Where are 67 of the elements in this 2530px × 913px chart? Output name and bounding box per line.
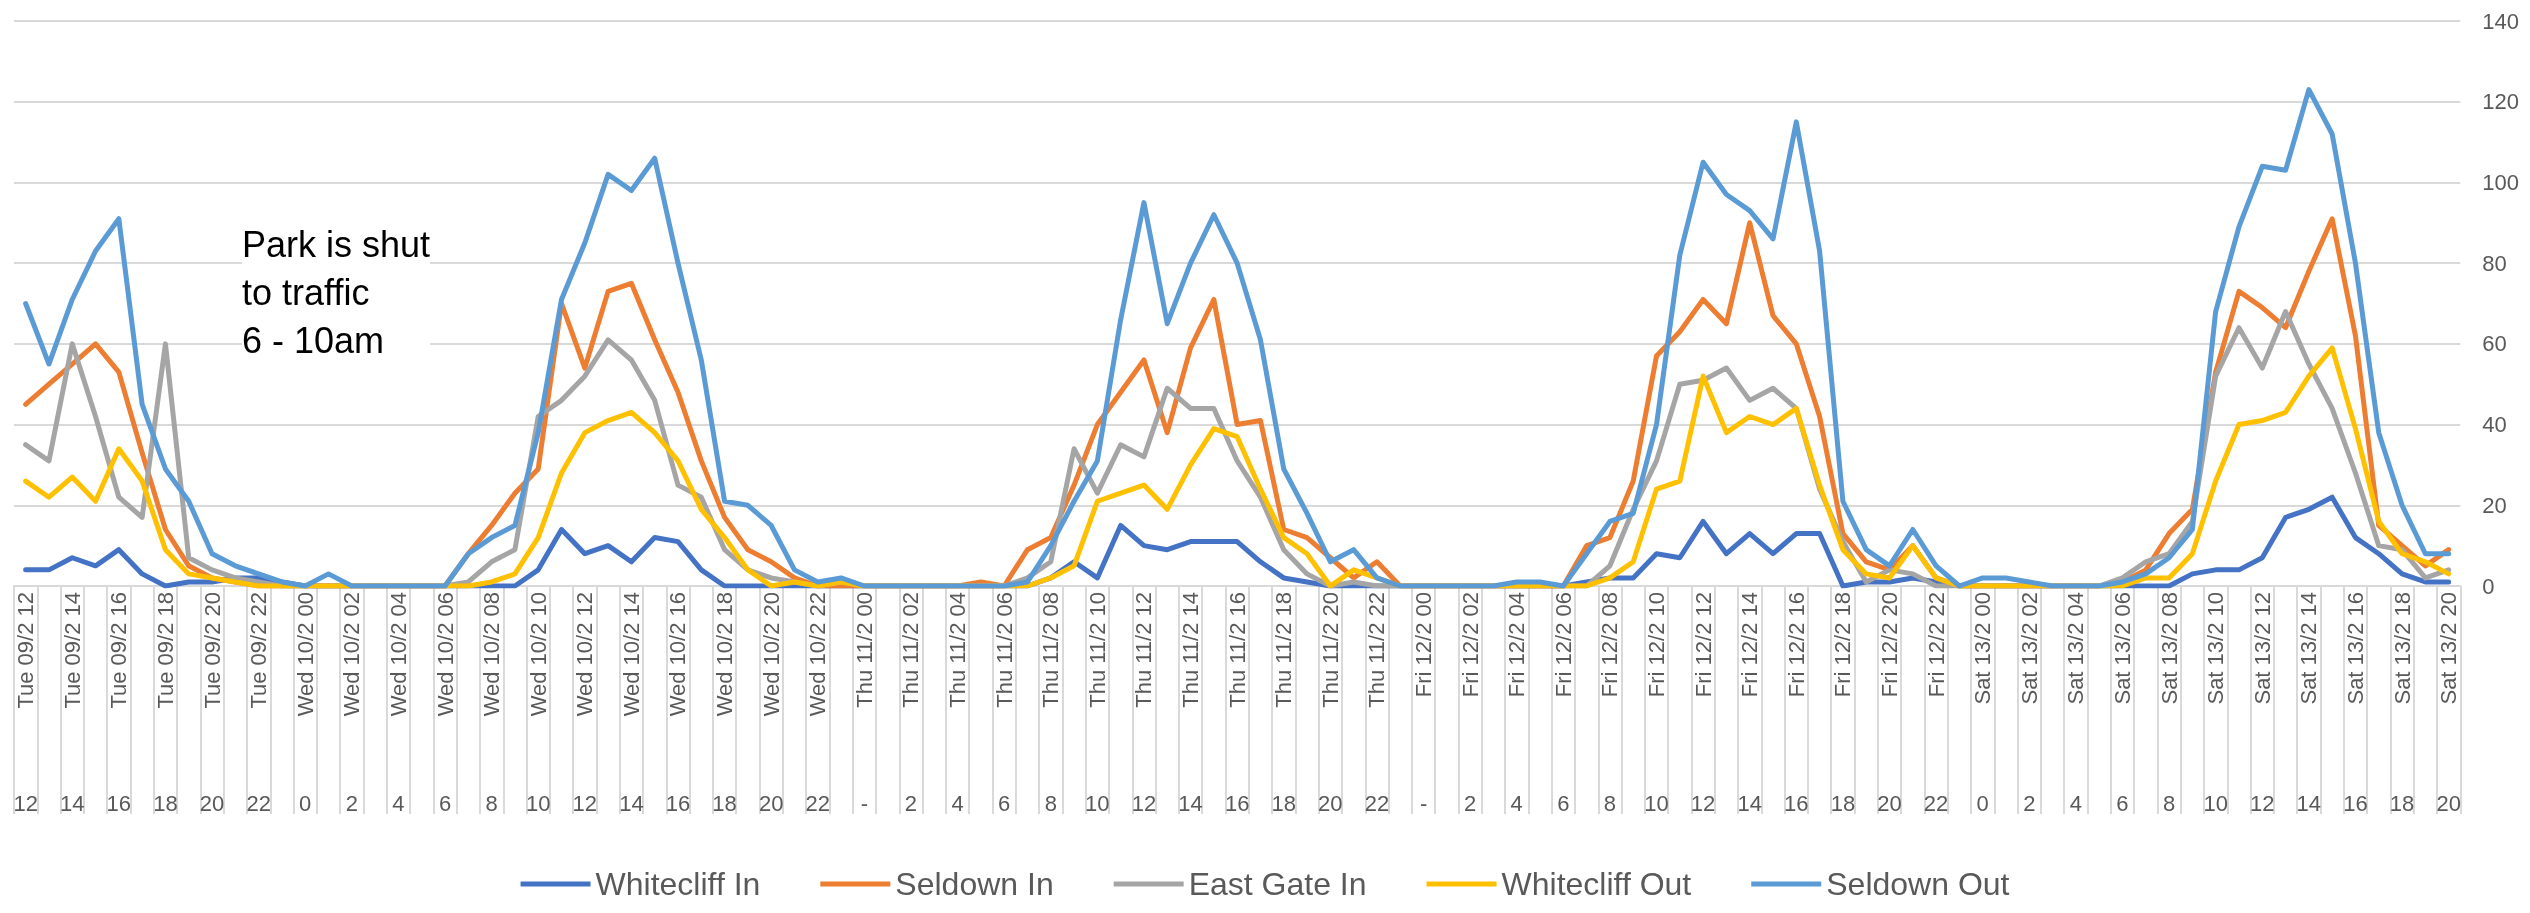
- category-label: Fri 12/2 06 6: [1550, 592, 1576, 816]
- category-label: Thu 11/2 20 20: [1317, 592, 1343, 816]
- category-label: Sat 13/2 08 8: [2156, 592, 2182, 816]
- category-label: Sat 13/2 02 2: [2016, 592, 2042, 816]
- category-label: Fri 12/2 22 22: [1923, 592, 1949, 816]
- y-tick-label: 60: [2482, 331, 2507, 357]
- legend-label: Whitecliff Out: [1501, 866, 1692, 902]
- y-tick-label: 100: [2482, 169, 2520, 195]
- legend-label: Whitecliff In: [595, 866, 761, 902]
- category-label: Fri 12/2 08 8: [1597, 592, 1623, 816]
- legend-label: East Gate In: [1188, 866, 1367, 902]
- category-label: Thu 11/2 04 4: [945, 592, 971, 816]
- category-label: Thu 11/2 18 18: [1271, 592, 1297, 816]
- annotation: Park is shut to traffic 6 - 10am: [242, 223, 431, 361]
- category-label: Sat 13/2 16 16: [2342, 592, 2368, 816]
- category-label: Wed 10/2 04 4: [385, 592, 411, 816]
- category-label: Tue 09/2 20 20: [199, 592, 225, 816]
- category-label: Wed 10/2 20 20: [758, 592, 784, 816]
- category-label: Wed 10/2 08 8: [479, 592, 505, 816]
- category-label: Thu 11/2 02 2: [898, 592, 924, 816]
- category-label: Sat 13/2 12 12: [2249, 592, 2275, 816]
- category-label: Fri 12/2 12 12: [1690, 592, 1716, 816]
- category-label: Thu 11/2 16 16: [1224, 592, 1250, 816]
- category-label: Fri 12/2 18 18: [1830, 592, 1856, 816]
- category-label: Fri 12/2 10 10: [1644, 592, 1670, 816]
- y-tick-label: 80: [2482, 250, 2507, 276]
- category-label: Tue 09/2 18 18: [152, 592, 178, 816]
- category-label: Sat 13/2 00 0: [1970, 592, 1996, 816]
- category-label: Sat 13/2 06 6: [2109, 592, 2135, 816]
- y-tick-label: 20: [2482, 492, 2507, 518]
- category-label: Wed 10/2 18 18: [712, 592, 738, 816]
- category-label: Sat 13/2 14 14: [2296, 592, 2322, 816]
- category-label: Wed 10/2 06 6: [432, 592, 458, 816]
- category-label: Sat 13/2 10 10: [2203, 592, 2229, 816]
- category-label: Thu 11/2 12 12: [1131, 592, 1157, 816]
- category-label: Thu 11/2 22 22: [1364, 592, 1390, 816]
- category-label: Wed 10/2 14 14: [618, 592, 644, 816]
- category-label: Thu 11/2 00 -: [851, 592, 877, 816]
- legend-label: Seldown In: [895, 866, 1054, 902]
- y-tick-label: 140: [2482, 8, 2520, 34]
- category-label: Tue 09/2 22 22: [246, 592, 272, 816]
- category-label: Wed 10/2 10 10: [525, 592, 551, 816]
- category-label: Sat 13/2 18 18: [2389, 592, 2415, 816]
- category-label: Wed 10/2 22 22: [805, 592, 831, 816]
- legend-label: Seldown Out: [1826, 866, 2010, 902]
- category-label: Wed 10/2 12 12: [572, 592, 598, 816]
- category-label: Tue 09/2 12 12: [13, 592, 39, 816]
- category-label: Sat 13/2 04 4: [2063, 592, 2089, 816]
- category-label: Fri 12/2 20 20: [1876, 592, 1902, 816]
- category-label: Fri 12/2 02 2: [1457, 592, 1483, 816]
- category-label: Fri 12/2 04 4: [1504, 592, 1530, 816]
- y-tick-label: 120: [2482, 89, 2520, 115]
- category-label: Tue 09/2 14 14: [59, 592, 85, 816]
- category-label: Thu 11/2 06 6: [991, 592, 1017, 816]
- category-label: Sat 13/2 20 20: [2436, 592, 2462, 816]
- category-label: Wed 10/2 02 2: [339, 592, 365, 816]
- category-label: Tue 09/2 16 16: [106, 592, 132, 816]
- y-tick-label: 0: [2482, 573, 2495, 599]
- category-label: Thu 11/2 10 10: [1084, 592, 1110, 816]
- category-label: Fri 12/2 14 14: [1737, 592, 1763, 816]
- category-label: Fri 12/2 00 -: [1411, 592, 1437, 816]
- category-label: Fri 12/2 16 16: [1783, 592, 1809, 816]
- y-tick-label: 40: [2482, 412, 2507, 438]
- category-label: Thu 11/2 14 14: [1178, 592, 1204, 816]
- category-label: Wed 10/2 16 16: [665, 592, 691, 816]
- category-label: Thu 11/2 08 8: [1038, 592, 1064, 816]
- category-label: Wed 10/2 00 0: [292, 592, 318, 816]
